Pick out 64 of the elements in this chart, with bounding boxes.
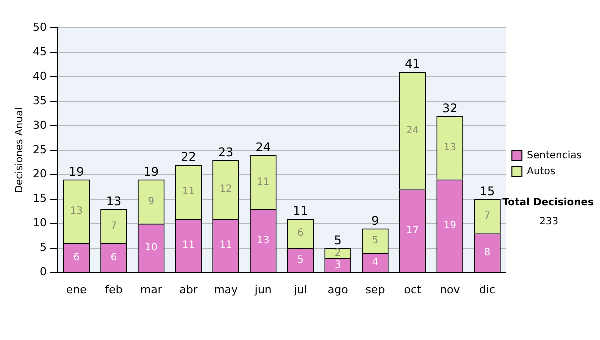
data-label: 5	[298, 254, 304, 266]
data-label: 7	[110, 220, 118, 232]
data-label: 9	[148, 196, 155, 208]
legend-label: Autos	[527, 166, 556, 178]
annotation: Total Decisiones	[502, 198, 594, 209]
x-tick-label: jul	[293, 283, 308, 296]
data-label: 17	[406, 226, 420, 237]
data-label: 2	[334, 248, 342, 259]
data-label: 11	[182, 240, 196, 252]
x-tick-label: dic	[479, 283, 496, 296]
x-tick-label: oct	[404, 283, 422, 296]
y-tick-label: 35	[32, 94, 47, 108]
total-label: 32	[442, 101, 458, 116]
data-label: 10	[144, 242, 158, 254]
total-label: 22	[181, 150, 196, 164]
data-label: 19	[444, 220, 456, 232]
data-label: 24	[406, 125, 420, 136]
data-label: 4	[372, 257, 379, 268]
x-tick-label: ene	[66, 283, 88, 296]
total-label: 19	[144, 164, 159, 179]
y-tick-label: 10	[32, 216, 47, 230]
y-tick-label: 45	[32, 45, 47, 58]
y-tick-label: 30	[32, 118, 47, 132]
data-label: 11	[257, 176, 270, 188]
y-tick-label: 40	[32, 70, 47, 83]
y-tick-label: 0	[40, 266, 47, 279]
x-tick-label: sep	[366, 283, 386, 296]
x-tick-label: jun	[254, 283, 272, 296]
x-tick-label: abr	[180, 283, 198, 296]
total-label: 41	[405, 57, 420, 72]
total-label: 9	[372, 214, 380, 228]
y-tick-label: 25	[32, 143, 47, 156]
total-label: 11	[293, 204, 308, 218]
data-label: 13	[257, 235, 270, 246]
text: 233	[540, 216, 559, 228]
data-label: 8	[484, 248, 491, 259]
x-tick-label: mar	[140, 283, 163, 296]
x-tick-label: nov	[440, 283, 461, 296]
data-label: 12	[220, 184, 232, 196]
data-label: 13	[444, 142, 456, 154]
data-label: 6	[298, 228, 304, 240]
y-tick-label: 50	[32, 20, 47, 34]
data-label: 13	[70, 206, 84, 218]
y-tick-label: 5	[40, 241, 47, 254]
legend-label: Sentencias	[527, 150, 582, 162]
data-label: 11	[220, 240, 232, 252]
y-tick-label: 20	[32, 168, 47, 181]
total-label: 15	[480, 184, 496, 198]
x-tick-label: feb	[105, 283, 123, 296]
x-tick-label: may	[214, 283, 239, 296]
total-label: 13	[106, 194, 122, 208]
data-label: 6	[110, 252, 118, 264]
data-label: 6	[73, 252, 80, 264]
total-label: 23	[218, 145, 234, 160]
x-tick-label: ago	[328, 283, 349, 296]
y-tick-label: 15	[32, 192, 47, 206]
data-label: 3	[334, 260, 342, 271]
total-label: 19	[69, 164, 84, 179]
total-label: 5	[334, 233, 342, 248]
data-label: 11	[182, 186, 196, 198]
data-label: 7	[484, 211, 491, 222]
y-axis-title: Decisiones Anual	[14, 108, 26, 194]
data-label: 5	[372, 236, 379, 247]
total-label: 24	[256, 140, 272, 154]
